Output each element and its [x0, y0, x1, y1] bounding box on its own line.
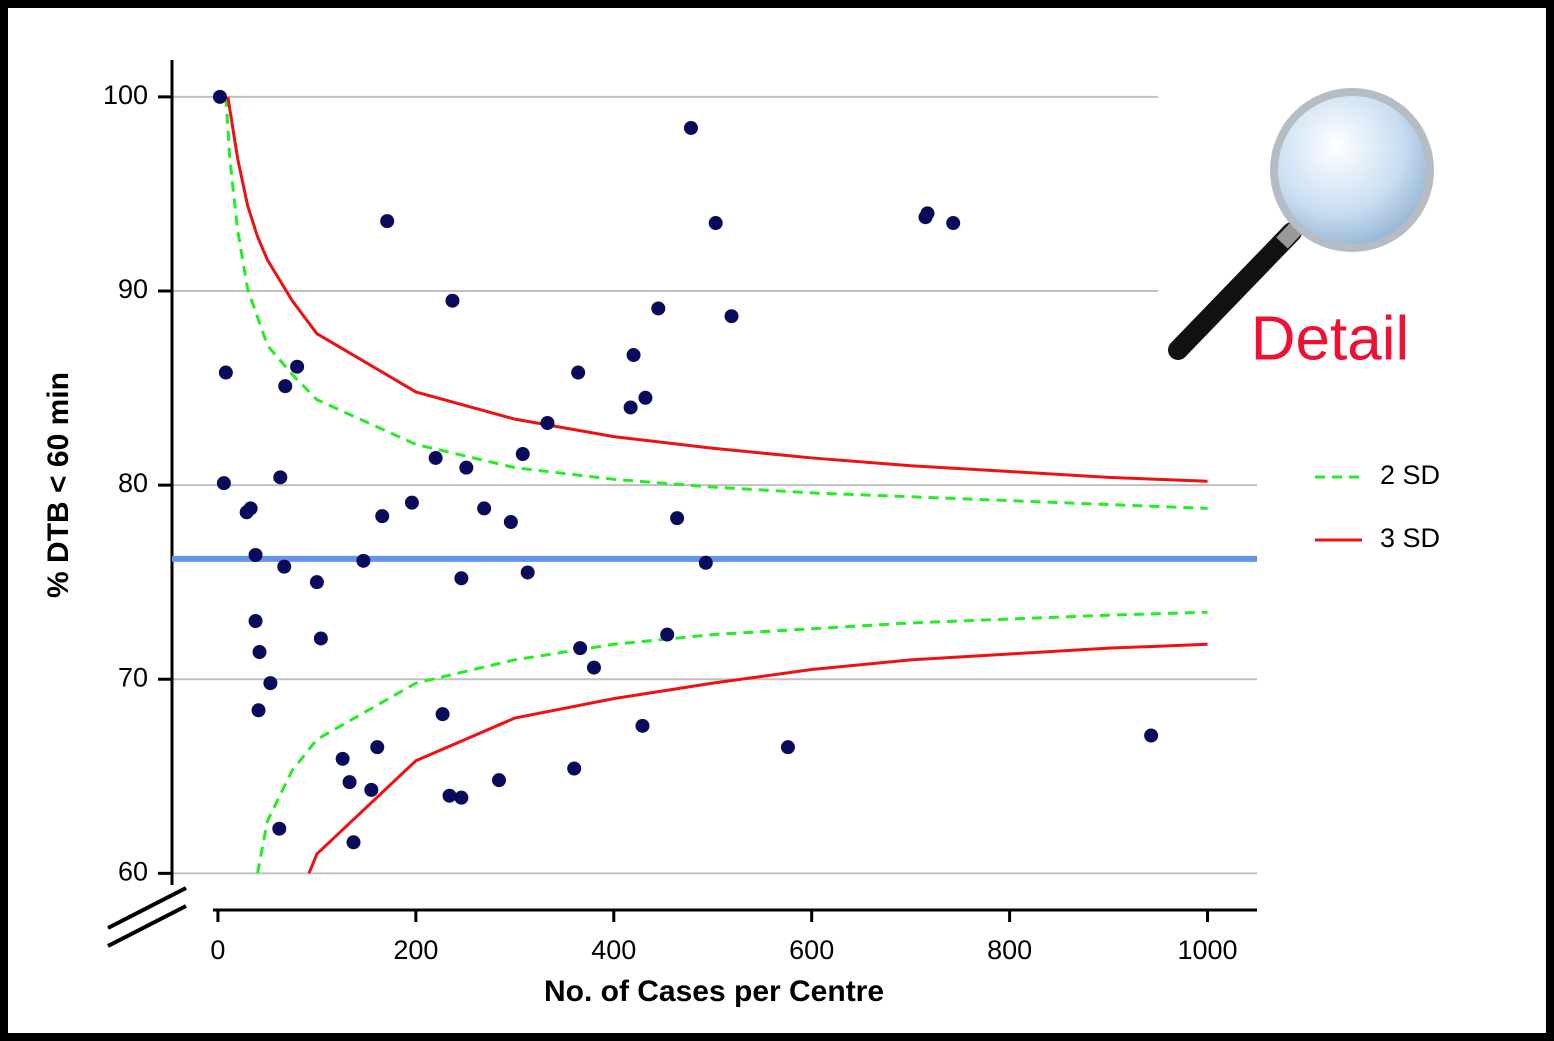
data-point — [278, 379, 293, 394]
data-point — [454, 790, 469, 805]
lower-limit-line — [256, 610, 1208, 874]
data-point — [638, 390, 653, 405]
data-point — [342, 775, 357, 790]
data-point — [635, 718, 650, 733]
annotation: Detail — [1251, 304, 1410, 373]
lower-limit-line — [307, 642, 1208, 874]
axis-break — [107, 886, 187, 948]
data-point — [724, 309, 739, 324]
data-point — [380, 214, 395, 229]
y-axis-label: % DTB < 60 min — [42, 372, 75, 598]
break-mark — [107, 886, 187, 930]
data-point — [573, 641, 588, 656]
data-point — [252, 645, 267, 660]
data-point — [623, 400, 638, 415]
x-tick-label: 600 — [789, 935, 834, 965]
x-tick-label: 0 — [210, 935, 225, 965]
data-point — [1144, 728, 1159, 743]
y-tick-label: 90 — [118, 274, 148, 304]
data-point — [626, 348, 641, 363]
data-point — [370, 740, 385, 755]
data-point — [335, 751, 350, 766]
x-tick-label: 800 — [987, 935, 1032, 965]
data-point — [670, 511, 685, 526]
data-point — [660, 627, 675, 642]
data-point — [364, 782, 379, 797]
legend-label: 3 SD — [1380, 523, 1440, 553]
data-point — [520, 565, 535, 580]
data-point — [920, 206, 935, 221]
data-point — [459, 460, 474, 475]
data-point — [277, 559, 292, 574]
x-axis-label: No. of Cases per Centre — [544, 975, 884, 1008]
data-point — [515, 447, 530, 462]
data-point — [567, 761, 582, 776]
y-tick-label: 60 — [118, 856, 148, 886]
data-point — [212, 89, 227, 104]
data-point — [290, 359, 305, 374]
data-point — [586, 660, 601, 675]
data-point — [263, 676, 278, 691]
break-mark — [107, 904, 187, 948]
data-point — [780, 740, 795, 755]
magnifier-icon: Detail — [1158, 80, 1434, 373]
data-point — [272, 821, 287, 836]
data-point — [243, 501, 258, 516]
data-point — [454, 571, 469, 586]
data-point — [435, 707, 450, 722]
lens — [1270, 88, 1434, 252]
data-point — [428, 450, 443, 465]
data-point — [651, 301, 666, 316]
data-point — [683, 120, 698, 135]
data-point — [698, 555, 713, 570]
data-point — [442, 788, 457, 803]
y-tick-label: 70 — [118, 662, 148, 692]
data-point — [356, 553, 371, 568]
data-point — [251, 703, 266, 718]
data-point — [309, 575, 324, 590]
data-point — [216, 476, 231, 491]
handle — [1168, 222, 1302, 360]
data-point — [404, 495, 419, 510]
data-point — [218, 365, 233, 380]
y-tick-label: 80 — [118, 468, 148, 498]
data-point — [313, 631, 328, 646]
data-point — [491, 773, 506, 788]
data-point — [946, 216, 961, 231]
data-point — [375, 509, 390, 524]
data-point — [477, 501, 492, 516]
data-point — [503, 515, 518, 529]
data-point — [540, 416, 555, 430]
upper-limit-line — [226, 96, 1208, 483]
data-point — [571, 365, 586, 380]
y-tick-label: 100 — [103, 80, 148, 110]
x-tick-label: 1000 — [1177, 935, 1237, 965]
data-point — [708, 216, 723, 231]
legend-label: 2 SD — [1380, 460, 1440, 490]
data-point — [248, 548, 263, 562]
data-point — [248, 614, 263, 628]
data-point — [445, 293, 460, 308]
x-tick-label: 200 — [393, 935, 438, 965]
data-point — [273, 470, 288, 485]
data-point — [346, 835, 361, 850]
x-tick-label: 400 — [591, 935, 636, 965]
